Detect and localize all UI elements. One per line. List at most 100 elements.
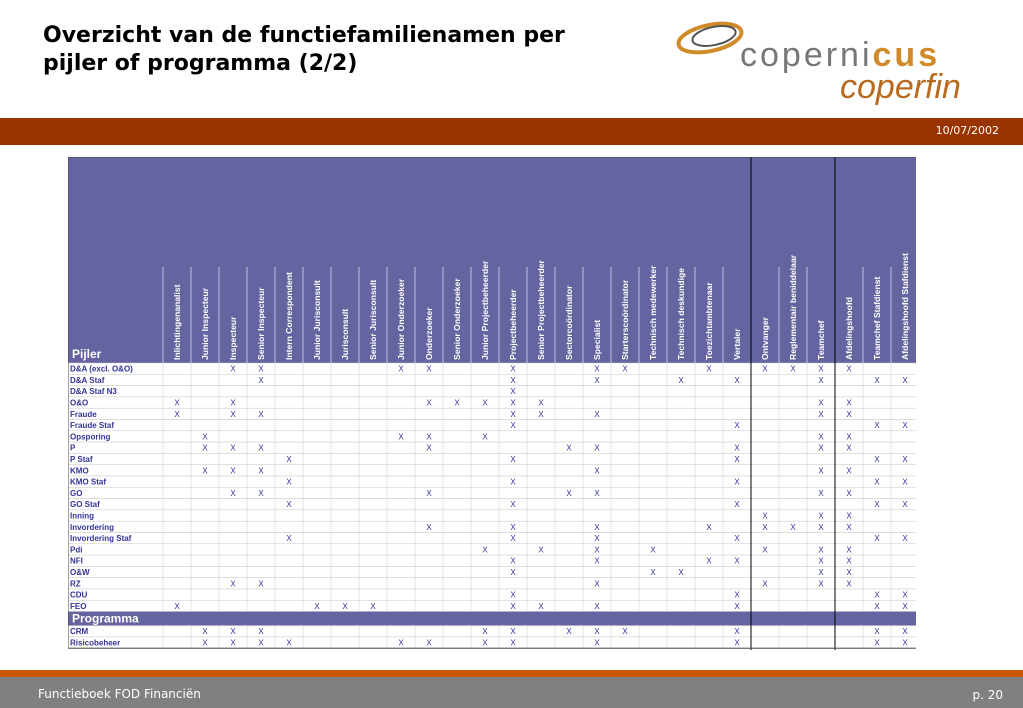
cell-mark: X [258,579,264,588]
table-row [68,554,916,567]
table-row [68,430,916,443]
row-label: NFI [70,557,83,566]
cell-mark: X [594,365,600,374]
column-header: Senior Jurisconsult [368,280,378,360]
column-header: Junior Inspecteur [200,287,210,360]
cell-mark: X [818,466,824,475]
cell-mark: X [846,545,852,554]
column-header: Technisch deskundige [676,268,686,360]
cell-mark: X [734,444,740,453]
cell-mark: X [230,639,236,648]
cell-mark: X [202,627,208,636]
cell-mark: X [874,478,880,487]
row-label: P Staf [70,455,93,464]
cell-mark: X [818,432,824,441]
table-row [68,419,916,432]
cell-mark: X [510,421,516,430]
table-header-bg [68,157,916,363]
cell-mark: X [650,568,656,577]
cell-mark: X [594,376,600,385]
column-header: Afdelingshoofd [844,297,854,360]
table-row [68,453,916,465]
logo-copernicus: copernicus [740,36,940,74]
row-label: Fraude [70,410,97,419]
row-label: D&A Staf [70,376,105,385]
cell-mark: X [622,627,628,636]
cell-mark: X [902,421,908,430]
cell-mark: X [762,512,768,521]
cell-mark: X [538,399,544,408]
cell-mark: X [510,376,516,385]
column-header: Toezichtambtenaar [704,282,714,360]
cell-mark: X [258,365,264,374]
cell-mark: X [258,489,264,498]
column-header: Intern Correspondent [284,272,294,360]
cell-mark: X [258,466,264,475]
cell-mark: X [230,489,236,498]
row-label: Invordering Staf [70,534,132,543]
cell-mark: X [510,455,516,464]
cell-mark: X [874,421,880,430]
column-header: Reglementair beniddelaar [788,254,798,360]
swirl-logo-icon [676,21,744,55]
cell-mark: X [174,410,180,419]
cell-mark: X [398,432,404,441]
cell-mark: X [846,410,852,419]
cell-mark: X [846,432,852,441]
cell-mark: X [482,399,488,408]
cell-mark: X [818,410,824,419]
cell-mark: X [874,639,880,648]
column-header: Afdelingshoofd Stafdienst [900,253,910,360]
cell-mark: X [846,444,852,453]
cell-mark: X [202,639,208,648]
cell-mark: X [594,466,600,475]
cell-mark: X [426,639,432,648]
cell-mark: X [818,568,824,577]
cell-mark: X [286,455,292,464]
cell-mark: X [230,365,236,374]
cell-mark: X [734,602,740,611]
cell-mark: X [510,639,516,648]
cell-mark: X [258,444,264,453]
cell-mark: X [902,602,908,611]
cell-mark: X [594,639,600,648]
cell-mark: X [706,557,712,566]
table-row [68,543,916,556]
cell-mark: X [230,444,236,453]
cell-mark: X [510,534,516,543]
cell-mark: X [286,478,292,487]
cell-mark: X [902,455,908,464]
row-label: P [70,444,76,453]
cell-mark: X [230,627,236,636]
column-header: Junior Onderzoeker [396,278,406,360]
row-label: Risicobeheer [70,639,120,648]
row-label: O&O [70,399,88,408]
cell-mark: X [174,399,180,408]
section-programma: Programma [72,612,139,626]
cell-mark: X [902,627,908,636]
cell-mark: X [818,579,824,588]
row-label: O&W [70,568,90,577]
cell-mark: X [510,387,516,396]
cell-mark: X [706,365,712,374]
row-label: FEO [70,602,86,611]
cell-mark: X [510,399,516,408]
cell-mark: X [874,534,880,543]
cell-mark: X [846,466,852,475]
column-header: Vertaler [732,328,742,360]
row-label: CDU [70,591,88,600]
row-label: Opsporing [70,432,111,441]
cell-mark: X [510,478,516,487]
table-row [68,577,916,590]
cell-mark: X [594,489,600,498]
table-row [68,396,916,409]
cell-mark: X [286,639,292,648]
table-row [68,532,916,545]
cell-mark: X [482,432,488,441]
cell-mark: X [846,512,852,521]
cell-mark: X [762,579,768,588]
cell-mark: X [846,489,852,498]
column-header: Teamchef Stafdienst [872,276,882,360]
cell-mark: X [286,500,292,509]
column-header: Starterscoördinator [620,279,630,360]
